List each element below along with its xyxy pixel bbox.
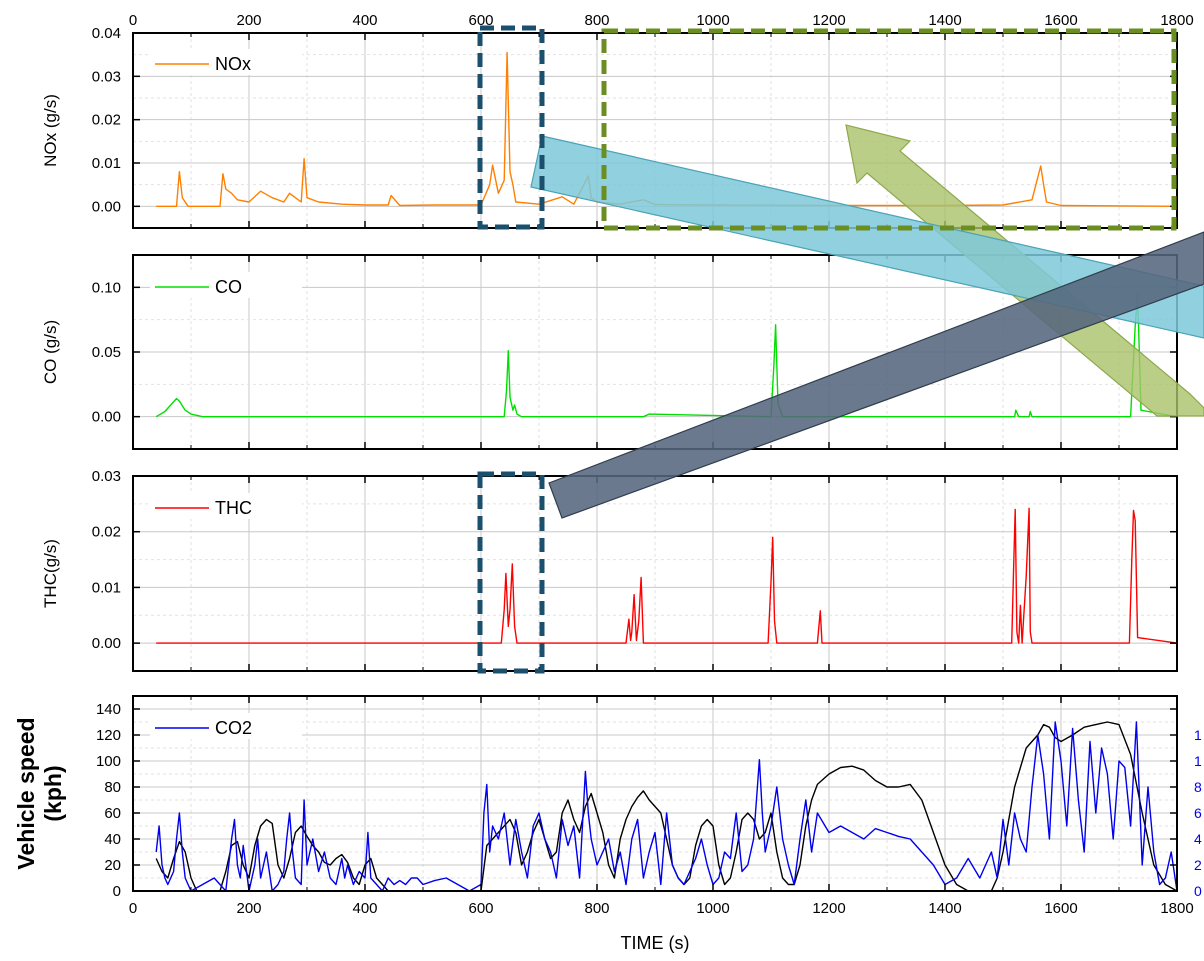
- top-xtick-label: 1400: [928, 12, 961, 29]
- speed_co2-right-tick-label: 8: [1194, 779, 1202, 795]
- dashed-box-blue-top: [477, 25, 545, 230]
- speed_co2-right-tick-label: 6: [1194, 805, 1202, 821]
- top-xtick-label: 600: [468, 12, 493, 29]
- co-legend: CO: [150, 272, 302, 298]
- bottom-xtick-label: 0: [129, 900, 137, 917]
- nox-ytick-label: 0.02: [92, 112, 121, 129]
- speed-series-line: [155, 721, 1177, 891]
- speed_co2-panel: 0 20 40 60 80 100 120 140 0 2 4 6 8 1 1 Vehicle speed(k…: [13, 695, 1202, 900]
- speed_co2-ytick-label: 0: [113, 883, 121, 900]
- co-ytick-label: 0.10: [92, 279, 121, 296]
- thc-ytick-label: 0.03: [92, 468, 121, 485]
- slate-arrow: [548, 231, 1204, 519]
- thc-legend: THC: [150, 493, 302, 519]
- top-xtick-label: 400: [352, 12, 377, 29]
- co-ytick-label: 0.05: [92, 344, 121, 361]
- co-ytick-label: 0.00: [92, 409, 121, 426]
- speed_co2-ytick-label: 100: [96, 753, 121, 770]
- nox-ytick-label: 0.03: [92, 68, 121, 85]
- speed_co2-ytick-label: 60: [104, 805, 121, 822]
- dashed-box-blue-thc: [477, 471, 545, 674]
- co-axis-label: CO (g/s): [41, 320, 60, 384]
- bottom-xtick-label: 200: [236, 900, 261, 917]
- speed-axis-label-line: (kph): [40, 765, 66, 821]
- top-xtick-label: 800: [584, 12, 609, 29]
- thc-axis-label: THC(g/s): [41, 539, 60, 608]
- top-xtick-label: 1800: [1160, 12, 1193, 29]
- thc-series-line: [156, 507, 1177, 644]
- co2-series-line: [155, 721, 1177, 891]
- speed-axis-label: Vehicle speed(kph): [13, 717, 66, 869]
- speed_co2-ytick-label: 40: [104, 831, 121, 848]
- x-axis-label: TIME (s): [621, 933, 690, 953]
- top-xtick-label: 1000: [696, 12, 729, 29]
- speed_co2-right-tick-label: 1: [1194, 727, 1202, 743]
- top-xtick-label: 1200: [812, 12, 845, 29]
- speed_co2-right-tick-label: 4: [1194, 831, 1202, 847]
- nox-legend-bg: [150, 49, 302, 75]
- speed_co2-right-tick-label: 0: [1194, 883, 1202, 899]
- co-legend-bg: [150, 272, 302, 298]
- thc-panel: 0.00 0.01 0.02 0.03 THC(g/s) THC: [41, 468, 1178, 672]
- speed_co2-series-group: [155, 721, 1177, 891]
- speed_co2-right-tick-label: 1: [1194, 753, 1202, 769]
- speed_co2-ytick-label: 140: [96, 701, 121, 718]
- nox-ytick-label: 0.00: [92, 198, 121, 215]
- bottom-xtick-label: 1200: [812, 900, 845, 917]
- speed_co2-right-tick-label: 2: [1194, 857, 1202, 873]
- top-xtick-label: 0: [129, 12, 137, 29]
- dashed-box-olive-top: [601, 28, 1177, 231]
- annotation-overlays: [477, 25, 1204, 674]
- speed_co2-ytick-label: 80: [104, 779, 121, 796]
- top-xtick-label: 1600: [1044, 12, 1077, 29]
- bottom-xtick-label: 1000: [696, 900, 729, 917]
- co-series-line: [155, 293, 1177, 418]
- teal-arrow: [530, 135, 1204, 339]
- speed_co2-legend-label: CO2: [215, 718, 252, 738]
- chart-panels: 0.00 0.01 0.02 0.03 0.04 NOx (g/s) NOx 0.00 0.05…: [13, 12, 1202, 953]
- nox-ytick-label: 0.01: [92, 155, 121, 172]
- thc-series-group: [156, 507, 1177, 644]
- bottom-xtick-label: 600: [468, 900, 493, 917]
- bottom-xtick-label: 800: [584, 900, 609, 917]
- nox-legend-label: NOx: [215, 54, 251, 74]
- thc-ytick-label: 0.02: [92, 524, 121, 541]
- speed_co2-legend: CO2: [150, 713, 302, 739]
- nox-legend: NOx: [150, 49, 302, 75]
- nox-axis-label: NOx (g/s): [41, 94, 60, 167]
- speed_co2-legend-bg: [150, 713, 302, 739]
- bottom-xtick-label: 1600: [1044, 900, 1077, 917]
- thc-ytick-label: 0.01: [92, 579, 121, 596]
- co-series-group: [155, 293, 1177, 418]
- speed_co2-ytick-label: 20: [104, 857, 121, 874]
- bottom-xtick-label: 400: [352, 900, 377, 917]
- bottom-xtick-label: 1800: [1160, 900, 1193, 917]
- bottom-xtick-label: 1400: [928, 900, 961, 917]
- thc-legend-bg: [150, 493, 302, 519]
- nox-ytick-label: 0.04: [92, 25, 121, 42]
- thc-legend-label: THC: [215, 498, 252, 518]
- speed-axis-label-line: Vehicle speed: [13, 717, 39, 869]
- top-xtick-label: 200: [236, 12, 261, 29]
- co-legend-label: CO: [215, 277, 242, 297]
- thc-ytick-label: 0.00: [92, 635, 121, 652]
- speed_co2-ytick-label: 120: [96, 727, 121, 744]
